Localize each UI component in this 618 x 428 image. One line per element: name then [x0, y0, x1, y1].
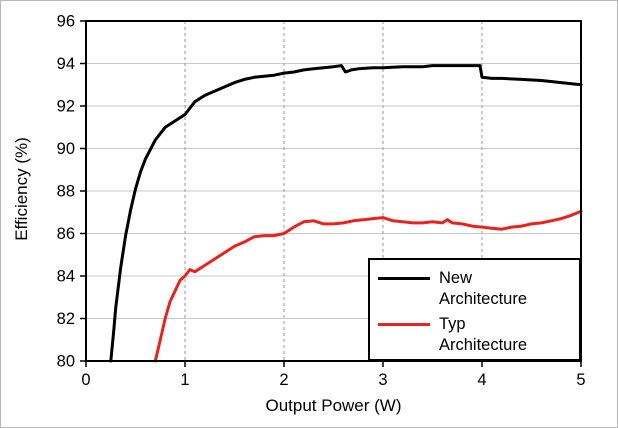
svg-text:84: 84: [57, 268, 75, 286]
legend-item-typ-architecture: Typ Architecture: [378, 314, 579, 356]
series-line: [153, 209, 583, 363]
legend-label-typ-architecture: Typ Architecture: [439, 315, 528, 354]
svg-text:82: 82: [57, 310, 75, 328]
svg-text:3: 3: [378, 371, 387, 389]
svg-text:96: 96: [57, 13, 75, 31]
svg-text:90: 90: [57, 140, 75, 158]
legend-line-typ-architecture: [378, 323, 430, 326]
svg-text:86: 86: [57, 225, 75, 243]
legend-line-new-architecture: [378, 277, 430, 280]
y-axis-title: Efficiency (%): [12, 137, 31, 241]
series-lines: [109, 64, 583, 363]
y-gridlines: [86, 63, 581, 319]
legend-label-new-architecture: New Architecture: [439, 269, 528, 308]
plot-border: [85, 20, 582, 362]
svg-text:92: 92: [57, 98, 75, 116]
svg-text:5: 5: [576, 371, 585, 389]
legend: New Architecture Typ Architecture: [368, 258, 581, 361]
legend-item-new-architecture: New Architecture: [378, 268, 579, 310]
svg-text:94: 94: [57, 55, 75, 73]
svg-text:1: 1: [180, 371, 189, 389]
svg-text:2: 2: [279, 371, 288, 389]
tick-labels: 80 82 84 86 88 90 92 94 96 0 1 2 3 4 5: [57, 13, 586, 390]
svg-text:4: 4: [477, 371, 486, 389]
series-line: [109, 64, 583, 363]
svg-text:0: 0: [81, 371, 90, 389]
svg-text:88: 88: [57, 183, 75, 201]
x-axis-title: Output Power (W): [265, 396, 402, 415]
svg-text:80: 80: [57, 353, 75, 371]
